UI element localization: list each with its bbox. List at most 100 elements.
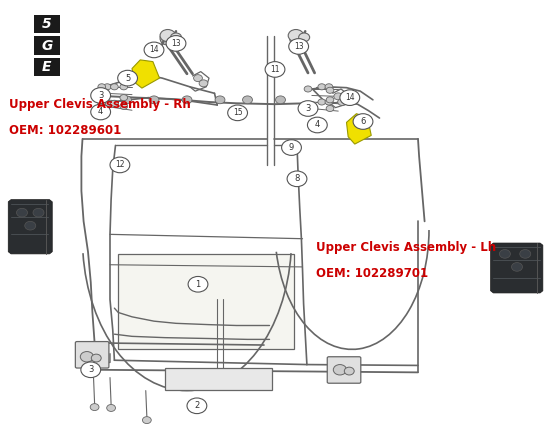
Text: Upper Clevis Assembly - Rh: Upper Clevis Assembly - Rh: [9, 98, 191, 111]
Circle shape: [103, 100, 111, 106]
Text: 8: 8: [294, 174, 300, 183]
Circle shape: [325, 99, 333, 105]
Circle shape: [340, 90, 360, 105]
Circle shape: [170, 33, 182, 42]
Text: 5: 5: [42, 17, 52, 31]
Ellipse shape: [290, 33, 302, 46]
FancyBboxPatch shape: [75, 342, 109, 368]
Circle shape: [188, 276, 208, 292]
Circle shape: [111, 84, 118, 90]
Text: OEM: 102289701: OEM: 102289701: [316, 267, 428, 280]
Text: 3: 3: [98, 91, 103, 100]
Circle shape: [91, 104, 111, 120]
FancyBboxPatch shape: [34, 15, 60, 33]
Text: 1: 1: [195, 280, 201, 289]
Circle shape: [344, 367, 354, 375]
Circle shape: [512, 263, 522, 271]
Circle shape: [194, 75, 202, 82]
Text: 14: 14: [149, 46, 159, 54]
Ellipse shape: [160, 32, 172, 45]
Text: 12: 12: [115, 161, 125, 169]
Circle shape: [276, 96, 285, 104]
Circle shape: [318, 99, 326, 105]
Circle shape: [298, 101, 318, 116]
Circle shape: [120, 95, 128, 101]
Polygon shape: [491, 243, 543, 293]
Circle shape: [215, 96, 225, 104]
Circle shape: [160, 30, 175, 42]
Text: 11: 11: [270, 65, 280, 74]
Text: G: G: [41, 39, 52, 53]
Polygon shape: [346, 114, 371, 144]
Circle shape: [111, 100, 118, 106]
FancyBboxPatch shape: [327, 357, 361, 383]
Circle shape: [334, 93, 343, 100]
Text: E: E: [42, 60, 52, 74]
Circle shape: [326, 97, 334, 103]
Circle shape: [499, 250, 510, 258]
Circle shape: [325, 84, 333, 90]
Circle shape: [243, 96, 252, 104]
Circle shape: [182, 96, 192, 104]
Circle shape: [282, 140, 301, 155]
Text: 2: 2: [194, 401, 200, 410]
Circle shape: [142, 417, 151, 424]
Circle shape: [338, 99, 346, 105]
Text: OEM: 102289601: OEM: 102289601: [9, 124, 122, 137]
Circle shape: [118, 70, 138, 86]
Circle shape: [287, 171, 307, 187]
Circle shape: [16, 208, 28, 217]
Circle shape: [299, 33, 310, 42]
Circle shape: [149, 96, 159, 104]
Text: 4: 4: [98, 108, 103, 116]
Circle shape: [307, 117, 327, 133]
Circle shape: [265, 62, 285, 77]
Text: 14: 14: [345, 93, 355, 102]
Text: 3: 3: [305, 104, 311, 113]
Circle shape: [103, 84, 111, 90]
Circle shape: [333, 365, 346, 375]
FancyBboxPatch shape: [34, 58, 60, 76]
Circle shape: [98, 84, 106, 90]
Circle shape: [304, 86, 312, 92]
Text: 6: 6: [360, 117, 366, 126]
Circle shape: [33, 208, 44, 217]
Circle shape: [304, 102, 312, 108]
Circle shape: [110, 157, 130, 173]
Circle shape: [326, 87, 334, 93]
Polygon shape: [132, 60, 160, 88]
Circle shape: [288, 30, 304, 42]
Text: 5: 5: [125, 74, 130, 82]
Circle shape: [144, 42, 164, 58]
Circle shape: [520, 250, 531, 258]
Text: 4: 4: [315, 121, 320, 129]
Circle shape: [98, 100, 106, 106]
Circle shape: [353, 114, 373, 129]
Text: Upper Clevis Assembly - Lh: Upper Clevis Assembly - Lh: [316, 241, 496, 254]
Circle shape: [120, 103, 128, 109]
Circle shape: [91, 354, 101, 362]
Circle shape: [122, 96, 131, 104]
Circle shape: [90, 404, 99, 411]
Text: 3: 3: [88, 365, 94, 374]
Polygon shape: [8, 200, 52, 254]
Circle shape: [107, 404, 116, 411]
Circle shape: [289, 39, 309, 54]
Circle shape: [81, 362, 101, 378]
Text: 9: 9: [289, 143, 294, 152]
Circle shape: [120, 84, 128, 90]
FancyBboxPatch shape: [165, 368, 272, 390]
Text: 15: 15: [233, 108, 243, 117]
FancyBboxPatch shape: [118, 254, 294, 349]
Circle shape: [228, 105, 248, 121]
Circle shape: [91, 88, 111, 103]
Circle shape: [166, 36, 186, 51]
Text: 13: 13: [171, 39, 181, 48]
Text: 13: 13: [294, 42, 304, 51]
Circle shape: [80, 352, 94, 362]
Circle shape: [318, 84, 326, 90]
Circle shape: [25, 221, 36, 230]
FancyBboxPatch shape: [34, 36, 60, 55]
Circle shape: [326, 105, 334, 112]
Circle shape: [187, 398, 207, 414]
